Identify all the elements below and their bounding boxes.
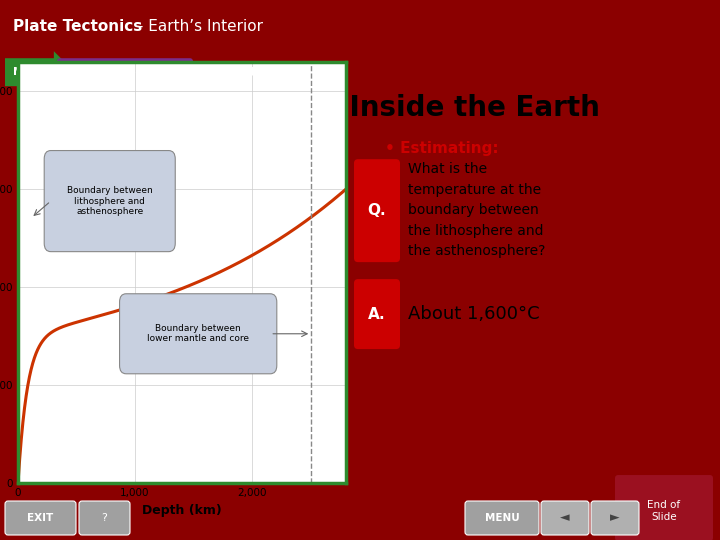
FancyBboxPatch shape (354, 159, 400, 262)
FancyBboxPatch shape (465, 501, 539, 535)
Text: Boundary between
lower mantle and core: Boundary between lower mantle and core (147, 324, 249, 343)
Text: • Estimating:: • Estimating: (385, 141, 499, 156)
Text: - Earth’s Interior: - Earth’s Interior (133, 18, 264, 33)
Text: End of
Slide: End of Slide (647, 500, 680, 522)
Text: ►: ► (610, 511, 620, 524)
Text: About 1,600°C: About 1,600°C (408, 305, 539, 323)
Text: MENU: MENU (485, 513, 519, 523)
Text: What is the
temperature at the
boundary between
the lithosphere and
the asthenos: What is the temperature at the boundary … (408, 162, 545, 258)
FancyBboxPatch shape (5, 501, 76, 535)
Text: A.: A. (368, 307, 386, 322)
FancyBboxPatch shape (354, 279, 400, 349)
FancyBboxPatch shape (5, 51, 75, 93)
X-axis label: Depth (km): Depth (km) (142, 504, 222, 517)
FancyBboxPatch shape (615, 475, 713, 540)
Text: EXIT: EXIT (27, 513, 53, 523)
Text: ?: ? (101, 513, 107, 523)
Text: Q.: Q. (368, 202, 387, 218)
FancyBboxPatch shape (44, 151, 175, 252)
Text: ◄: ◄ (560, 511, 570, 524)
FancyBboxPatch shape (120, 294, 276, 374)
FancyBboxPatch shape (57, 58, 193, 86)
Text: Analyzing Data: Analyzing Data (83, 67, 167, 77)
FancyBboxPatch shape (79, 501, 130, 535)
Text: Temperature Inside the Earth: Temperature Inside the Earth (140, 94, 600, 122)
FancyBboxPatch shape (591, 501, 639, 535)
Wedge shape (600, 373, 720, 493)
Text: Math: Math (13, 67, 45, 77)
Text: Boundary between
lithosphere and
asthenosphere: Boundary between lithosphere and astheno… (67, 186, 153, 216)
Text: Plate Tectonics: Plate Tectonics (13, 18, 143, 33)
FancyBboxPatch shape (541, 501, 589, 535)
Text: Temperature and Depth: Temperature and Depth (98, 65, 266, 79)
